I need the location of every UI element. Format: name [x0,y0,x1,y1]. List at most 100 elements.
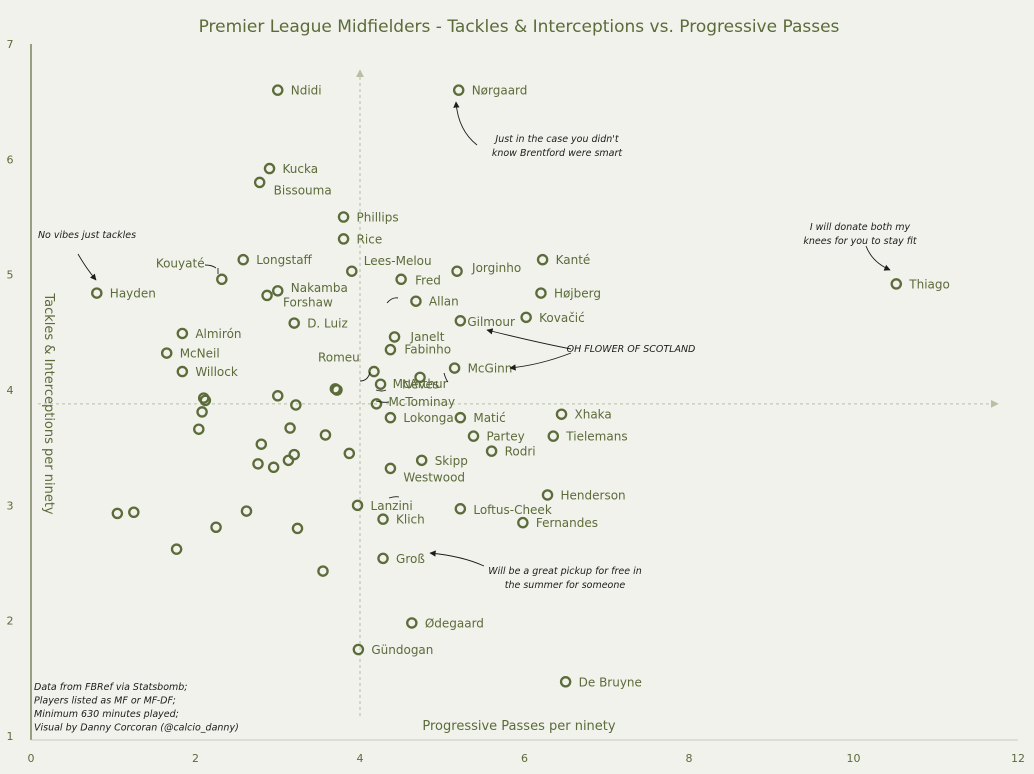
point-label: Romeu [318,351,360,365]
scatter-point [237,253,249,266]
point-label: D. Luiz [307,317,348,331]
point-label: Kucka [283,162,319,176]
scatter-point [261,289,273,302]
point-label: McTominay [388,395,455,409]
y-axis-label: Tackles & Interceptions per ninety [41,292,56,515]
scatter-point [128,506,140,519]
x-tick-label: 6 [521,752,528,765]
annotation-arrow [375,400,390,403]
scatter-point [176,365,189,378]
annotation-arrow [77,253,97,281]
credit-line: Data from FBRef via Statsbomb; [34,682,188,693]
point-label: Loftus-Cheek [473,503,551,517]
point-label: Skipp [435,454,468,468]
scatter-point [890,278,903,290]
point-label: Gündogan [371,643,433,657]
scatter-point [216,273,228,286]
y-tick-labels: 1 2 3 4 5 6 7 [7,38,14,743]
scatter-point [351,499,364,512]
x-tick-label: 12 [1011,752,1025,765]
scatter-point [384,411,397,424]
scatter-point [384,343,397,356]
scatter-point [368,365,380,378]
point-label: Xhaka [575,408,612,422]
annotation-text: Will be a great pickup for free in [488,566,642,577]
scatter-point [454,411,467,424]
scatter-point [196,406,208,418]
x-tick-label: 4 [357,752,364,765]
point-label: Nakamba [291,281,348,295]
point-label: Ødegaard [425,616,484,630]
annotation-arrow [486,328,572,350]
scatter-point [377,513,389,525]
scatter-point [559,676,572,688]
y-tick-label: 6 [7,153,14,166]
point-label: Gilmour [467,315,515,329]
chart-title: Premier League Midfielders - Tackles & I… [199,17,840,37]
point-label: Janelt [410,330,445,344]
scatter-point [91,287,103,299]
point-label: Rice [357,232,383,246]
annotation-text: No vibes just tackles [38,230,136,241]
scatter-point [317,565,329,577]
scatter-point [337,211,350,223]
y-tick-label: 3 [7,499,14,512]
point-label: Willock [195,365,238,379]
annotation-text: I will donate both my [810,222,911,233]
point-label: Tielemans [565,430,627,444]
scatter-point [255,438,268,450]
point-label: Matić [473,411,505,425]
point-label: Nørgaard [472,84,528,98]
scatter-point [319,429,332,441]
x-tick-label: 10 [847,752,861,765]
scatter-point [199,394,212,407]
annotation-arrow [865,245,891,271]
annotation-arrow [359,371,371,382]
scatter-point [337,233,350,245]
annotation-arrow [375,389,387,392]
annotation-arrow [388,496,400,499]
annotation-arrow [429,550,485,567]
point-label: Rodri [505,445,536,459]
scatter-point [111,507,124,520]
point-label: Ndidi [291,84,322,98]
x-tick-label: 2 [192,752,199,765]
y-tick-label: 2 [7,615,14,628]
scatter-point [547,430,560,442]
annotation-text: know Brentford were smart [492,148,624,159]
point-label: Hayden [110,287,156,301]
annotation-arrow [509,352,572,371]
scatter-point [454,315,467,327]
point-label: Thiago [908,277,950,291]
point-label: McArthur [393,377,448,391]
scatter-point [452,84,465,96]
scatter-point [193,423,205,435]
credits: Data from FBRef via Statsbomb; Players li… [34,682,239,734]
scatter-point [536,253,549,266]
scatter-point [520,311,532,324]
scatter-point [271,84,284,96]
scatter-point [343,447,356,460]
annotation-text: knees for you to stay fit [803,236,918,247]
annotation-text: Just in the case you didn't [493,134,619,145]
scatter-point [160,347,173,359]
scatter-point [288,317,300,329]
scatter-point [253,176,266,189]
point-label: Fernandes [536,516,598,530]
scatter-point [454,503,467,515]
scatter-point [410,295,422,307]
scatter-point [467,430,480,442]
point-label: Phillips [357,211,399,225]
annotation-arrow [386,297,399,304]
credit-line: Minimum 630 minutes played; [34,709,179,720]
point-label: Jorginho [471,261,521,275]
point-label: Forshaw [283,295,333,309]
point-label: Westwood [403,470,465,484]
x-tick-labels: 0 2 4 6 8 10 12 [28,752,1026,765]
scatter-point [406,617,418,629]
scatter-point [210,521,222,533]
y-tick-label: 4 [7,384,14,397]
point-label: Henderson [561,488,626,502]
point-label: Lees-Melou [364,254,432,268]
